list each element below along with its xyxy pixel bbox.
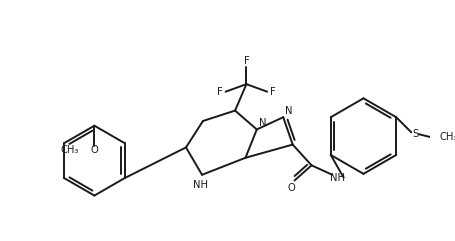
Text: CH₃: CH₃	[61, 145, 79, 155]
Text: N: N	[285, 106, 293, 116]
Text: F: F	[217, 87, 223, 97]
Text: F: F	[243, 56, 249, 67]
Text: O: O	[91, 145, 98, 155]
Text: CH₃: CH₃	[440, 132, 455, 142]
Text: O: O	[288, 183, 296, 193]
Text: NH: NH	[192, 180, 207, 190]
Text: NH: NH	[330, 173, 345, 183]
Text: F: F	[270, 87, 276, 97]
Text: N: N	[259, 118, 266, 128]
Text: S: S	[412, 129, 418, 139]
